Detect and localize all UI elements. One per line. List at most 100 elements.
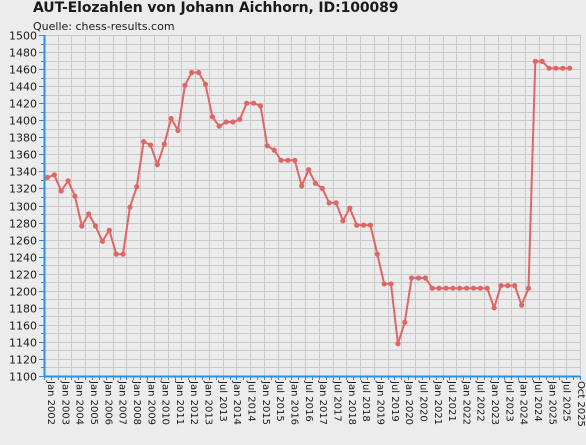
x-tick-label: Jan 2016 (289, 380, 300, 425)
data-point (505, 283, 511, 289)
data-point (223, 119, 229, 125)
data-point (230, 119, 236, 125)
x-tick-label: Jan 2019 (375, 380, 386, 425)
data-point (251, 100, 257, 106)
x-tick-label: Jan 2002 (45, 380, 56, 425)
x-tick-label: Jul 2015 (274, 380, 285, 422)
y-tick-label: 1200 (9, 286, 37, 299)
data-point (567, 65, 573, 71)
y-tick-label: 1340 (9, 166, 37, 179)
data-point (532, 58, 538, 64)
data-point (347, 205, 353, 211)
data-point (374, 251, 380, 257)
data-point (491, 305, 497, 311)
data-point (381, 281, 387, 287)
data-point (99, 238, 105, 244)
x-tick-label: Jan 2010 (160, 380, 171, 425)
data-point (299, 183, 305, 189)
data-point (443, 285, 449, 291)
data-point (395, 341, 401, 347)
x-tick-label: Jan 2025 (546, 380, 557, 425)
data-point (51, 172, 57, 178)
y-tick-label: 1400 (9, 115, 37, 128)
data-point (512, 283, 518, 289)
y-tick-label: 1280 (9, 218, 37, 231)
y-tick-label: 1500 (9, 30, 37, 43)
x-tick-label: Jul 2018 (360, 380, 371, 422)
y-tick-label: 1240 (9, 252, 37, 265)
data-point (326, 200, 332, 206)
x-tick-label: Jan 2017 (317, 380, 328, 425)
data-point (141, 139, 147, 145)
y-tick-label: 1180 (9, 303, 37, 316)
data-point (539, 58, 545, 64)
data-point (44, 174, 51, 180)
x-tick-label: Jan 2021 (432, 380, 443, 425)
x-tick-label: Jul 2023 (503, 380, 514, 422)
x-tick-label: Jul 2013 (217, 380, 228, 422)
x-tick-label: Jul 2016 (303, 380, 314, 422)
data-point (484, 285, 490, 291)
x-tick-label: Jan 2011 (174, 380, 185, 425)
y-tick-label: 1120 (9, 354, 37, 367)
y-tick-label: 1460 (9, 64, 37, 77)
plot-area (44, 35, 580, 376)
x-tick-label: Jul 2014 (246, 380, 257, 422)
x-tick-label: Jan 2012 (188, 380, 199, 425)
data-point (175, 127, 181, 134)
data-point (86, 211, 92, 217)
x-axis-ticks: Jan 2002 Jan 2003 Jan 2004 Jan 2005 Jan 2006… (44, 376, 586, 427)
x-tick-label: Jul 2019 (389, 380, 400, 422)
x-tick-label: Jan 2008 (131, 380, 142, 425)
data-point (312, 180, 318, 186)
data-point (216, 123, 222, 129)
data-point (65, 178, 71, 184)
data-point (306, 167, 312, 173)
y-tick-label: 1360 (9, 149, 37, 162)
data-point (79, 223, 85, 229)
data-point (113, 251, 119, 257)
y-tick-label: 1160 (9, 320, 37, 333)
data-point (319, 185, 325, 191)
y-tick-label: 1140 (9, 337, 37, 350)
y-tick-label: 1420 (9, 98, 37, 111)
x-tick-label: Jul 2021 (446, 380, 457, 422)
data-point (264, 143, 270, 149)
data-point (388, 281, 394, 287)
data-point (278, 157, 284, 163)
data-point (409, 275, 415, 281)
x-tick-label: Jan 2003 (59, 380, 70, 425)
data-point (244, 100, 250, 106)
data-point (189, 69, 195, 76)
y-tick-label: 1440 (9, 81, 37, 94)
chart-title: AUT-Elozahlen von Johann Aichhorn, ID:10… (33, 0, 399, 16)
y-axis-ticks: 1100 1120 1140 1160 1180 1200 1220 1240 1260 1280… (9, 30, 44, 384)
data-point (168, 115, 174, 122)
y-tick-label: 1480 (9, 47, 37, 60)
x-tick-label: Jul 2025 (561, 380, 572, 422)
x-tick-label: Jan 2005 (88, 380, 99, 425)
data-point (498, 283, 504, 289)
data-point (477, 285, 483, 291)
data-point (457, 285, 463, 291)
x-tick-label: Jul 2022 (475, 380, 486, 422)
x-tick-label: Jul 2024 (532, 380, 543, 422)
data-point (134, 184, 140, 190)
data-point (470, 285, 477, 291)
data-point (422, 275, 428, 281)
data-point (360, 222, 367, 228)
series-group (44, 58, 573, 347)
data-point (237, 116, 243, 122)
data-point (354, 222, 360, 228)
y-tick-label: 1300 (9, 201, 37, 214)
data-point (340, 218, 346, 224)
x-tick-label: Jul 2017 (332, 380, 343, 422)
data-point (464, 285, 470, 291)
x-tick-label: Jan 2023 (489, 380, 500, 425)
x-tick-label: Jan 2015 (260, 380, 271, 425)
data-point (92, 223, 99, 229)
x-tick-label: Jan 2004 (74, 380, 85, 425)
y-tick-label: 1220 (9, 269, 37, 282)
x-tick-label: Jan 2020 (403, 380, 414, 425)
data-point (402, 319, 408, 325)
